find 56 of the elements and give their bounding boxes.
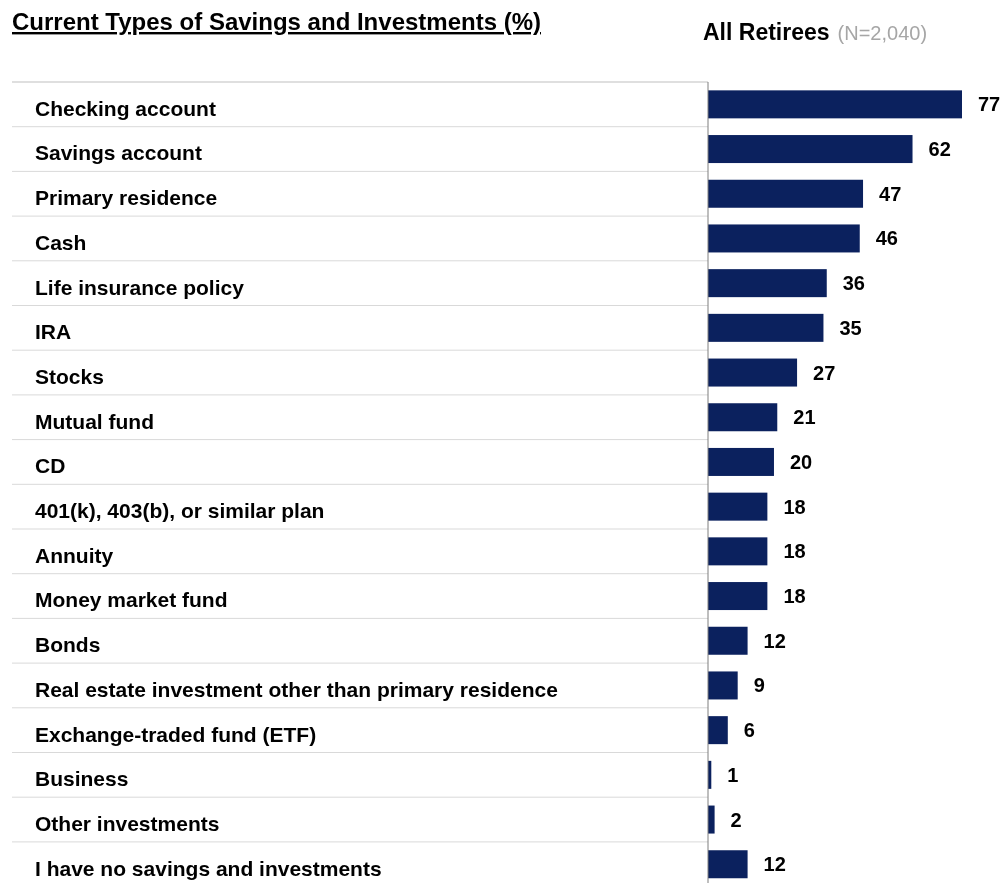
bar: [708, 626, 748, 655]
data-label: 46: [875, 227, 898, 250]
data-label: 18: [783, 540, 806, 563]
data-label: 47: [879, 182, 902, 205]
y-tick-label: Money market fund: [35, 588, 228, 612]
y-tick-label: Savings account: [35, 141, 202, 165]
y-tick-label: Checking account: [35, 96, 216, 120]
bar: [708, 447, 774, 476]
data-label: 18: [783, 495, 806, 518]
bar: [708, 492, 768, 521]
y-tick-label: Exchange-traded fund (ETF): [35, 722, 317, 746]
data-label: 1: [727, 763, 739, 786]
bar: [708, 582, 768, 611]
y-tick-label: Bonds: [35, 633, 101, 657]
y-tick-label: Stocks: [35, 364, 104, 388]
data-label: 2: [730, 808, 742, 831]
bar: [708, 90, 962, 119]
data-label: 27: [813, 361, 836, 384]
bar: [708, 313, 824, 342]
data-label: 20: [789, 450, 813, 473]
bar: [708, 403, 778, 432]
y-tick-label: Real estate investment other than primary residence: [35, 677, 558, 701]
data-label: 9: [753, 674, 765, 697]
data-label: 77: [978, 93, 1001, 116]
data-label: 6: [743, 719, 755, 742]
bar: [708, 671, 738, 700]
bar: [708, 358, 798, 387]
y-tick-label: CD: [35, 454, 66, 478]
bar: [708, 224, 860, 253]
bar: [708, 716, 728, 745]
y-tick-label: IRA: [35, 320, 72, 344]
y-tick-label: Business: [35, 767, 129, 791]
bar: [708, 805, 715, 834]
text: (N=2,040): [837, 22, 928, 44]
data-label: 62: [928, 138, 951, 161]
bar: [708, 269, 827, 298]
chart-subtitle: All Retirees: [703, 19, 830, 45]
data-label: 18: [783, 585, 806, 608]
data-label: 36: [842, 272, 865, 295]
bar: [708, 179, 864, 208]
y-tick-label: Other investments: [35, 811, 220, 835]
data-label: 12: [763, 853, 786, 876]
y-tick-label: Annuity: [35, 543, 114, 567]
y-tick-label: 401(k), 403(b), or similar plan: [35, 499, 325, 522]
y-tick-label: Primary residence: [35, 186, 218, 210]
data-label: 12: [763, 629, 786, 652]
bar: [708, 537, 768, 566]
text: Current Types of Savings and Investments (%): [12, 8, 541, 35]
y-tick-label: Cash: [35, 230, 87, 254]
data-label: 21: [793, 406, 816, 429]
y-tick-label: I have no savings and investments: [35, 856, 382, 880]
data-label: 35: [839, 316, 862, 339]
y-tick-label: Mutual fund: [35, 409, 154, 433]
bar: [708, 850, 748, 879]
bar: [708, 135, 913, 164]
y-tick-label: Life insurance policy: [35, 275, 245, 299]
